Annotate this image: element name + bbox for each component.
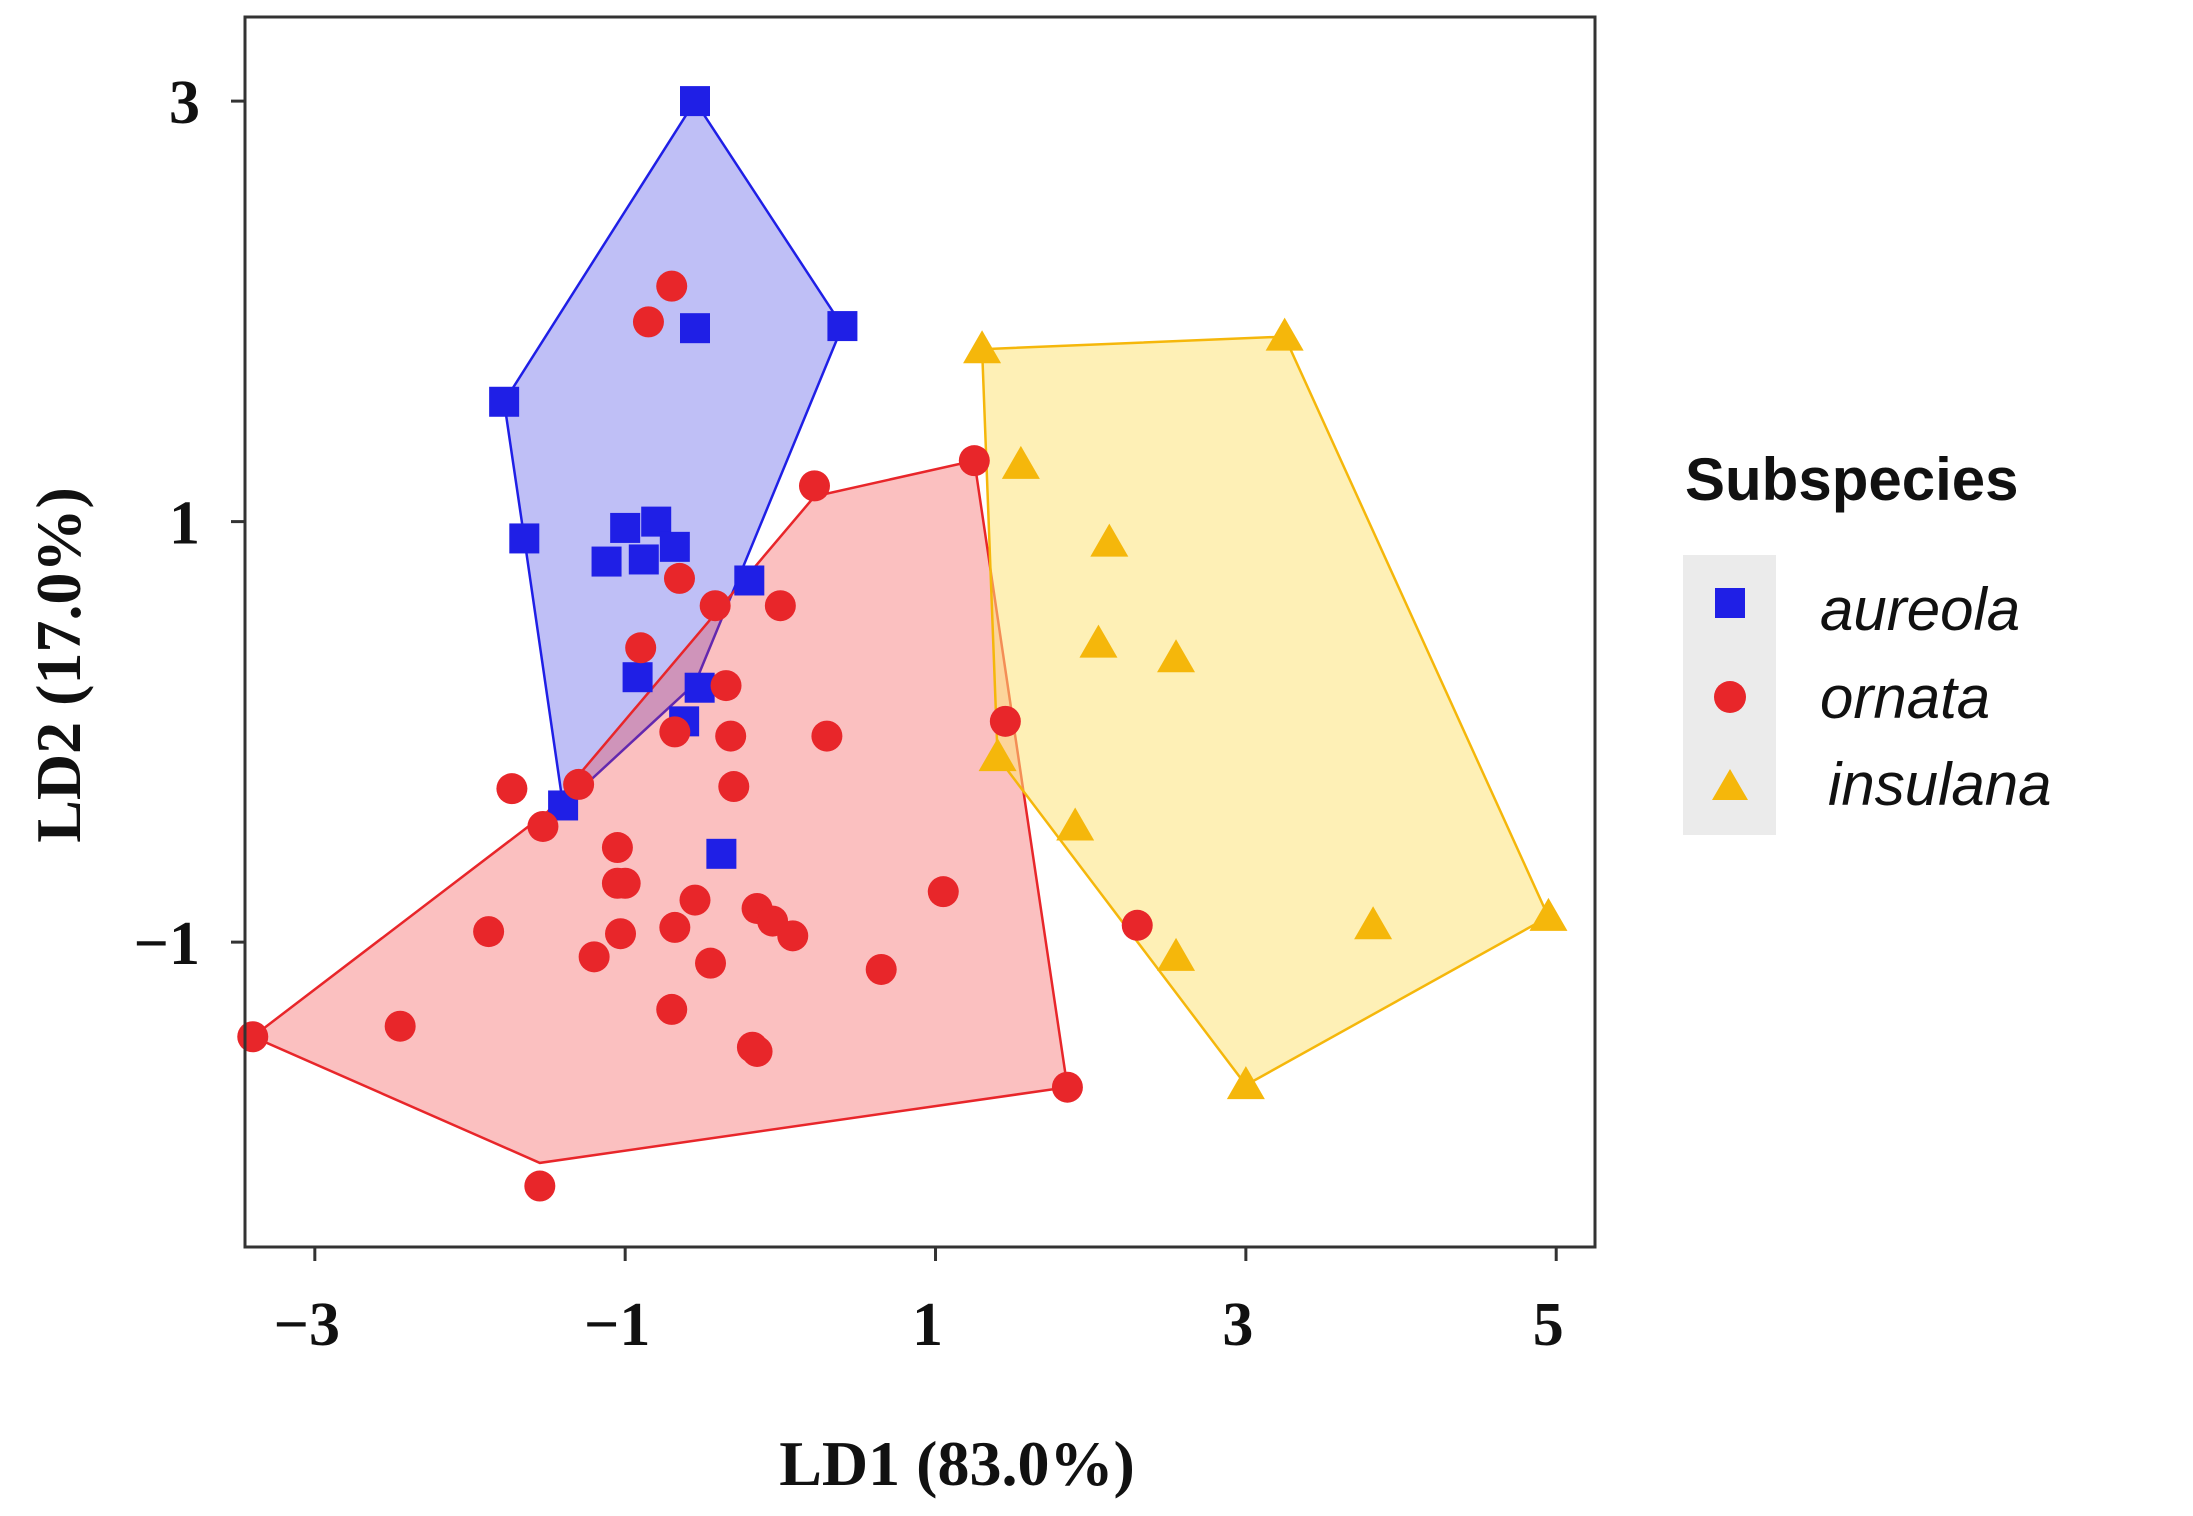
y-tick-label: 3	[169, 69, 200, 137]
point-ornata-8	[625, 632, 657, 664]
point-ornata-35	[237, 1021, 269, 1053]
legend-label-ornata: ornata	[1820, 664, 1990, 731]
point-ornata-14	[563, 768, 595, 800]
point-ornata-38	[1051, 1071, 1083, 1103]
point-ornata-28	[473, 916, 505, 948]
legend-marker-insulana	[1712, 769, 1748, 800]
point-insulana-12	[1226, 1066, 1265, 1100]
point-aureola-11	[734, 565, 765, 596]
legend-label-aureola: aureola	[1820, 576, 2020, 643]
point-insulana-1	[963, 330, 1002, 364]
point-aureola-6	[641, 506, 672, 537]
point-insulana-2	[1265, 317, 1304, 351]
point-ornata-9	[710, 670, 742, 702]
x-axis-title: LD1 (83.0%)	[779, 1428, 1135, 1499]
point-insulana-4	[1090, 523, 1129, 557]
point-aureola-10	[659, 531, 690, 562]
point-insulana-7	[978, 738, 1017, 772]
point-aureola-2	[827, 311, 858, 342]
point-ornata-26	[777, 920, 809, 952]
point-aureola-8	[628, 544, 659, 575]
point-insulana-8	[1056, 807, 1095, 841]
point-aureola-5	[509, 523, 540, 554]
x-tick-label: −3	[274, 1291, 340, 1359]
point-insulana-9	[1354, 906, 1393, 940]
y-axis-ticks: 3 1 −1	[134, 69, 245, 978]
point-ornata-25	[659, 911, 691, 943]
hull-insulana	[980, 335, 1551, 1087]
point-ornata-18	[601, 832, 633, 864]
point-insulana-10	[1529, 897, 1568, 931]
point-ornata-33	[656, 993, 688, 1025]
legend-label-insulana: insulana	[1828, 751, 2052, 818]
y-tick-label: 1	[169, 490, 200, 558]
point-ornata-5	[663, 562, 695, 594]
point-ornata-13	[989, 705, 1021, 737]
point-ornata-6	[764, 590, 796, 622]
point-ornata-1	[656, 270, 688, 302]
point-ornata-30	[578, 941, 610, 973]
hull-layer	[250, 98, 1551, 1165]
point-aureola-9	[591, 546, 622, 577]
y-tick-label: −1	[134, 910, 200, 978]
point-ornata-17	[527, 810, 559, 842]
point-ornata-4	[798, 470, 830, 502]
point-ornata-16	[718, 771, 750, 803]
x-axis-ticks: −3 −1 1 3 5	[274, 1247, 1564, 1359]
point-insulana-3	[1001, 445, 1040, 479]
point-ornata-3	[958, 445, 990, 477]
point-aureola-7	[610, 512, 641, 543]
point-ornata-27	[605, 918, 637, 950]
point-insulana-6	[1157, 639, 1196, 673]
point-ornata-31	[695, 947, 727, 979]
x-tick-label: 5	[1533, 1291, 1564, 1359]
point-ornata-32	[865, 953, 897, 985]
x-tick-label: 3	[1222, 1291, 1253, 1359]
point-aureola-13	[684, 672, 715, 703]
point-insulana-5	[1079, 624, 1118, 658]
plot-frame	[243, 15, 1597, 1249]
point-aureola-12	[622, 662, 653, 693]
point-insulana-11	[1157, 937, 1196, 971]
point-ornata-20	[609, 867, 641, 899]
point-aureola-16	[706, 838, 737, 869]
point-ornata-34	[384, 1010, 416, 1042]
legend-marker-aureola	[1715, 588, 1745, 618]
point-aureola-1	[680, 86, 710, 117]
point-aureola-4	[680, 313, 710, 344]
x-tick-label: 1	[912, 1291, 943, 1359]
legend: Subspecies aureola ornata insulana	[1683, 446, 2052, 835]
y-axis-title: LD2 (17.0%)	[23, 487, 94, 843]
point-ornata-10	[659, 716, 691, 748]
point-ornata-7	[699, 590, 731, 622]
point-aureola-3	[489, 386, 520, 417]
points-layer	[237, 86, 1568, 1202]
point-ornata-29	[1121, 909, 1153, 941]
point-ornata-39	[524, 1170, 556, 1202]
legend-marker-ornata	[1714, 681, 1746, 713]
point-ornata-2	[632, 306, 664, 338]
point-ornata-21	[679, 884, 711, 916]
x-tick-label: −1	[584, 1291, 650, 1359]
legend-title: Subspecies	[1685, 446, 2019, 513]
point-ornata-11	[715, 720, 747, 752]
point-ornata-37	[741, 1035, 773, 1067]
point-ornata-15	[496, 773, 528, 805]
point-ornata-23	[927, 876, 959, 908]
point-ornata-12	[811, 720, 843, 752]
